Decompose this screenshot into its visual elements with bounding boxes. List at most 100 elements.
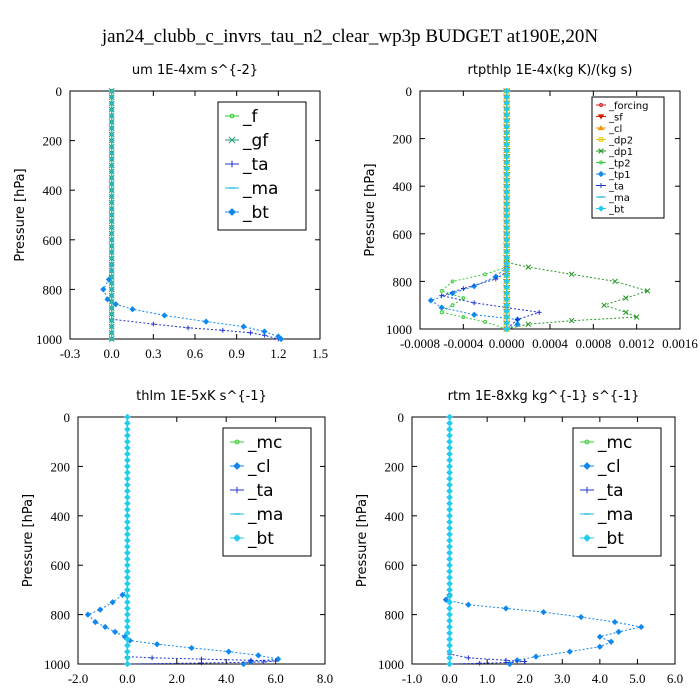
legend-marker (597, 125, 605, 131)
data-point (503, 87, 510, 95)
data-point (503, 147, 510, 154)
legend: _forcing_sf_cl_dp2_dp1_tp2_tp1_ta_ma_bt (591, 96, 665, 219)
data-point (503, 307, 510, 315)
data-point (446, 524, 453, 532)
y-tick-label: 200 (51, 459, 71, 474)
data-point (483, 319, 487, 324)
y-tick-label: 200 (393, 132, 413, 147)
data-point (446, 475, 453, 483)
data-point (124, 580, 131, 588)
x-tick-label: 8.0 (317, 671, 333, 686)
series-bt (446, 413, 453, 668)
data-point (261, 328, 268, 335)
y-tick-label: 800 (43, 282, 63, 297)
data-point (124, 456, 131, 464)
data-point (503, 176, 510, 184)
data-point (471, 283, 478, 290)
y-tick-label: 0 (406, 84, 413, 99)
data-point (124, 531, 131, 538)
data-point (260, 659, 266, 665)
data-point (503, 236, 510, 244)
legend-entry: _cl (247, 457, 271, 477)
data-point (220, 327, 226, 333)
y-tick-label: 800 (393, 274, 413, 289)
data-point (446, 512, 453, 520)
legend-entry: _ta (242, 155, 269, 175)
x-tick-label: 0.0004 (532, 336, 568, 351)
legend-marker (228, 136, 236, 144)
data-point (503, 289, 510, 297)
data-point (503, 200, 510, 208)
data-point (577, 613, 585, 621)
data-point (124, 506, 131, 513)
data-point (119, 591, 126, 598)
x-tick-label: -0.0004 (443, 336, 484, 351)
x-tick-label: 1.2 (270, 346, 286, 361)
panel-title: rtpthlp 1E-4x(kg K)/(kg s) (468, 63, 633, 78)
data-point (439, 288, 444, 293)
data-point (503, 141, 510, 148)
legend-marker (234, 439, 240, 445)
data-point (608, 638, 615, 645)
data-point (503, 129, 510, 136)
data-point (124, 605, 131, 612)
data-point (124, 419, 131, 427)
data-point (623, 309, 629, 316)
data-point (124, 487, 131, 495)
data-point (446, 432, 453, 439)
data-point (124, 642, 131, 649)
legend-marker (599, 160, 603, 165)
legend-entry: _gf (242, 131, 269, 151)
data-point (503, 123, 510, 131)
legend-entry: _cl (608, 124, 622, 135)
legend-marker (583, 534, 591, 542)
data-point (503, 206, 510, 214)
data-point (536, 309, 542, 315)
data-point (503, 224, 510, 232)
data-point (477, 660, 483, 666)
data-point (465, 601, 472, 608)
data-point (446, 481, 453, 489)
data-point (124, 617, 131, 625)
data-point (503, 230, 510, 238)
series-bt (124, 413, 131, 668)
legend: _f _gf _ta _ma _bt (217, 101, 307, 231)
data-point (446, 574, 453, 581)
legend-entry: _sf (608, 113, 623, 124)
panel-title: rtm 1E-8xkg kg^{-1} s^{-1} (448, 389, 640, 404)
data-point (503, 319, 510, 327)
data-point (124, 555, 131, 563)
data-point (446, 444, 453, 452)
data-point (427, 297, 434, 304)
data-point (446, 413, 453, 421)
data-point (446, 598, 453, 606)
data-point (471, 311, 478, 318)
legend-entry: _forcing (608, 101, 649, 112)
y-tick-label: 400 (51, 509, 71, 524)
x-tick-label: 0.0 (441, 671, 457, 686)
legend-marker (229, 113, 235, 119)
legend-marker (583, 486, 591, 494)
data-point (446, 642, 453, 649)
data-point (150, 321, 156, 327)
series-line (449, 417, 525, 665)
data-point (124, 518, 131, 526)
series-ta (447, 417, 528, 667)
data-point (446, 438, 453, 446)
data-point (124, 450, 131, 458)
data-point (596, 633, 603, 640)
data-point (503, 272, 510, 279)
y-axis-label: Pressure [hPa] (21, 494, 36, 587)
data-point (446, 463, 453, 470)
legend-entry: _bt (242, 203, 269, 223)
data-point (615, 628, 622, 635)
legend-box (222, 427, 312, 557)
data-point (124, 648, 131, 655)
legend-marker (597, 205, 605, 212)
data-point (503, 159, 510, 166)
data-point (446, 568, 453, 575)
x-tick-label: 2.0 (517, 671, 533, 686)
x-tick-label: 0.9 (229, 346, 245, 361)
legend: _mc _cl _ta _ma _bt (572, 427, 662, 557)
data-point (461, 296, 466, 300)
